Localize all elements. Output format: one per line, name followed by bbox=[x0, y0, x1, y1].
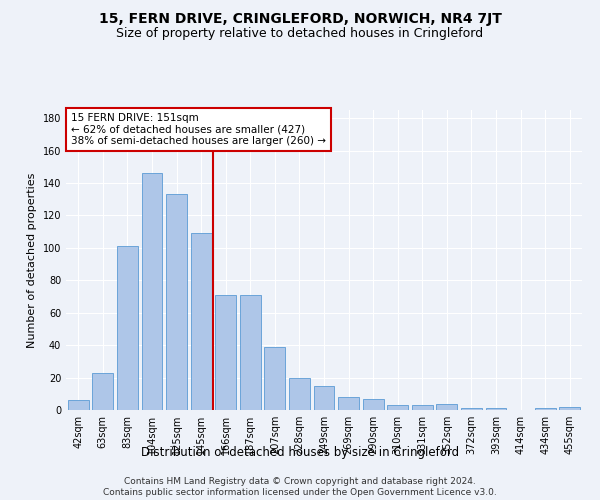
Y-axis label: Number of detached properties: Number of detached properties bbox=[27, 172, 37, 348]
Text: Contains HM Land Registry data © Crown copyright and database right 2024.: Contains HM Land Registry data © Crown c… bbox=[124, 476, 476, 486]
Bar bbox=[289, 378, 310, 410]
Bar bbox=[436, 404, 457, 410]
Bar bbox=[240, 295, 261, 410]
Text: Contains public sector information licensed under the Open Government Licence v3: Contains public sector information licen… bbox=[103, 488, 497, 497]
Text: 15 FERN DRIVE: 151sqm
← 62% of detached houses are smaller (427)
38% of semi-det: 15 FERN DRIVE: 151sqm ← 62% of detached … bbox=[71, 113, 326, 146]
Bar bbox=[338, 397, 359, 410]
Bar bbox=[535, 408, 556, 410]
Bar bbox=[142, 173, 163, 410]
Bar bbox=[461, 408, 482, 410]
Bar bbox=[485, 408, 506, 410]
Bar bbox=[92, 372, 113, 410]
Bar bbox=[412, 405, 433, 410]
Bar bbox=[166, 194, 187, 410]
Bar bbox=[215, 295, 236, 410]
Bar bbox=[314, 386, 334, 410]
Bar bbox=[68, 400, 89, 410]
Text: Distribution of detached houses by size in Cringleford: Distribution of detached houses by size … bbox=[141, 446, 459, 459]
Bar bbox=[362, 398, 383, 410]
Bar bbox=[559, 407, 580, 410]
Text: 15, FERN DRIVE, CRINGLEFORD, NORWICH, NR4 7JT: 15, FERN DRIVE, CRINGLEFORD, NORWICH, NR… bbox=[98, 12, 502, 26]
Bar bbox=[191, 233, 212, 410]
Bar bbox=[117, 246, 138, 410]
Bar bbox=[387, 405, 408, 410]
Bar bbox=[265, 347, 286, 410]
Text: Size of property relative to detached houses in Cringleford: Size of property relative to detached ho… bbox=[116, 28, 484, 40]
